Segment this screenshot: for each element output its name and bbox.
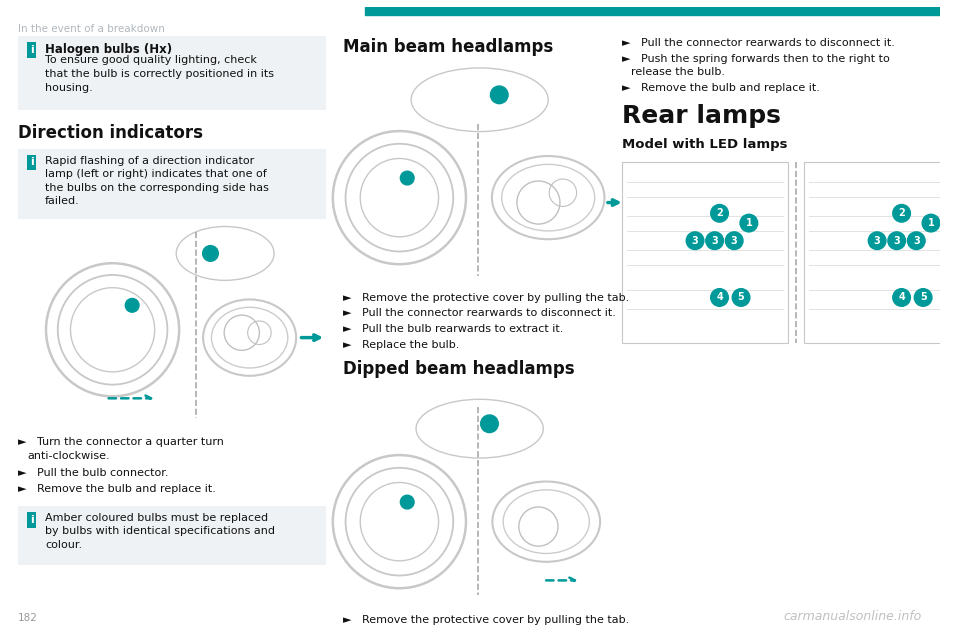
Circle shape bbox=[888, 232, 905, 250]
Text: 3: 3 bbox=[691, 236, 699, 246]
Circle shape bbox=[126, 298, 139, 312]
Text: Halogen bulbs (Hx): Halogen bulbs (Hx) bbox=[45, 43, 172, 56]
Text: 182: 182 bbox=[17, 614, 37, 623]
Bar bbox=[28, 155, 36, 170]
Text: 1: 1 bbox=[927, 218, 934, 228]
Text: i: i bbox=[30, 45, 34, 55]
Text: To ensure good quality lighting, check
that the bulb is correctly positioned in : To ensure good quality lighting, check t… bbox=[45, 56, 274, 93]
Text: i: i bbox=[30, 157, 34, 168]
Bar bbox=[17, 36, 326, 109]
Text: 4: 4 bbox=[899, 292, 905, 303]
Text: 1: 1 bbox=[746, 218, 753, 228]
Bar bbox=[28, 42, 36, 58]
Text: 5: 5 bbox=[920, 292, 926, 303]
Text: Rapid flashing of a direction indicator
lamp (left or right) indicates that one : Rapid flashing of a direction indicator … bbox=[45, 156, 269, 206]
Text: Main beam headlamps: Main beam headlamps bbox=[343, 38, 553, 56]
Circle shape bbox=[203, 246, 218, 261]
Text: Amber coloured bulbs must be replaced
by bulbs with identical specifications and: Amber coloured bulbs must be replaced by… bbox=[45, 513, 275, 550]
Bar bbox=[17, 506, 326, 564]
Circle shape bbox=[868, 232, 886, 250]
Text: 3: 3 bbox=[894, 236, 900, 246]
Text: ►   Remove the protective cover by pulling the tab.: ► Remove the protective cover by pulling… bbox=[343, 292, 629, 303]
Circle shape bbox=[893, 289, 910, 307]
Text: ►   Turn the connector a quarter turn: ► Turn the connector a quarter turn bbox=[17, 438, 224, 447]
Text: 2: 2 bbox=[899, 208, 905, 218]
Circle shape bbox=[706, 232, 724, 250]
Text: anti-clockwise.: anti-clockwise. bbox=[28, 451, 110, 461]
Bar bbox=[28, 512, 36, 527]
Circle shape bbox=[732, 289, 750, 307]
Bar bbox=[365, 7, 940, 15]
Text: ►   Pull the bulb rearwards to extract it.: ► Pull the bulb rearwards to extract it. bbox=[343, 324, 563, 334]
Text: 3: 3 bbox=[731, 236, 737, 246]
Circle shape bbox=[686, 232, 704, 250]
Text: release the bulb.: release the bulb. bbox=[632, 67, 726, 77]
Bar bbox=[622, 163, 788, 344]
Circle shape bbox=[893, 205, 910, 222]
Circle shape bbox=[400, 495, 414, 509]
Text: Direction indicators: Direction indicators bbox=[17, 124, 203, 142]
Text: 4: 4 bbox=[716, 292, 723, 303]
Circle shape bbox=[740, 214, 757, 232]
Circle shape bbox=[923, 214, 940, 232]
Text: ►   Pull the bulb connector.: ► Pull the bulb connector. bbox=[17, 468, 168, 478]
Circle shape bbox=[710, 289, 729, 307]
Text: 3: 3 bbox=[711, 236, 718, 246]
Text: ►   Pull the connector rearwards to disconnect it.: ► Pull the connector rearwards to discon… bbox=[622, 38, 895, 48]
Text: 3: 3 bbox=[913, 236, 920, 246]
Text: ►   Push the spring forwards then to the right to: ► Push the spring forwards then to the r… bbox=[622, 54, 889, 64]
Text: Dipped beam headlamps: Dipped beam headlamps bbox=[343, 360, 574, 378]
Circle shape bbox=[710, 205, 729, 222]
Circle shape bbox=[907, 232, 925, 250]
Circle shape bbox=[400, 172, 414, 185]
Bar bbox=[804, 163, 960, 344]
Text: 2: 2 bbox=[716, 208, 723, 218]
Text: In the event of a breakdown: In the event of a breakdown bbox=[17, 24, 164, 35]
Circle shape bbox=[726, 232, 743, 250]
Circle shape bbox=[491, 86, 508, 104]
Circle shape bbox=[481, 415, 498, 433]
Text: ►   Pull the connector rearwards to disconnect it.: ► Pull the connector rearwards to discon… bbox=[343, 308, 615, 318]
Text: 3: 3 bbox=[874, 236, 880, 246]
Text: i: i bbox=[30, 515, 34, 525]
Bar bbox=[17, 148, 326, 219]
Circle shape bbox=[914, 289, 932, 307]
Text: ►   Remove the bulb and replace it.: ► Remove the bulb and replace it. bbox=[17, 484, 215, 495]
Text: Model with LED lamps: Model with LED lamps bbox=[622, 138, 787, 151]
Text: ►   Replace the bulb.: ► Replace the bulb. bbox=[343, 340, 459, 349]
Text: ►   Remove the bulb and replace it.: ► Remove the bulb and replace it. bbox=[622, 83, 820, 93]
Text: ►   Remove the protective cover by pulling the tab.: ► Remove the protective cover by pulling… bbox=[343, 614, 629, 625]
Text: 5: 5 bbox=[737, 292, 744, 303]
Text: Rear lamps: Rear lamps bbox=[622, 104, 780, 127]
Text: carmanualsonline.info: carmanualsonline.info bbox=[784, 611, 923, 623]
